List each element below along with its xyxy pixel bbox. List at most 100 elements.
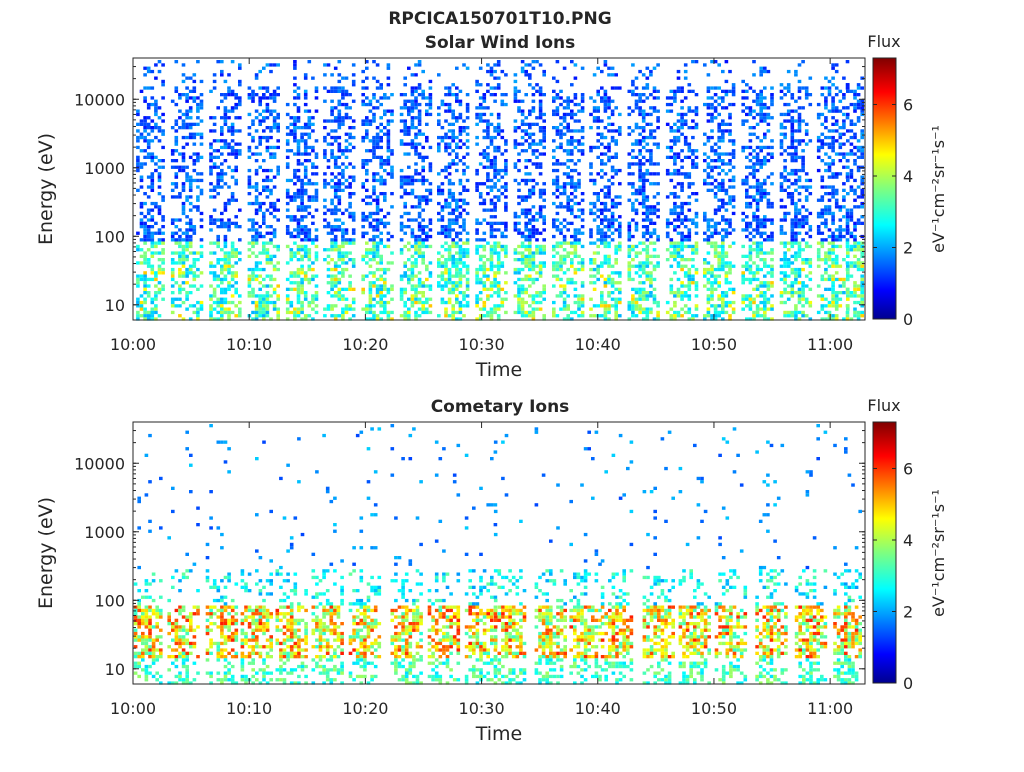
spectrogram-cell: [293, 175, 297, 179]
spectrogram-cell: [181, 79, 186, 84]
spectrogram-cell: [421, 284, 425, 288]
spectrogram-cell: [181, 168, 186, 173]
spectrogram-cell: [496, 244, 501, 249]
spectrogram-cell: [234, 274, 238, 278]
spectrogram-cell: [262, 218, 266, 222]
spectrogram-cell: [717, 129, 721, 133]
spectrogram-cell: [493, 99, 497, 103]
spectrogram-cell: [752, 300, 756, 305]
spectrogram-cell: [178, 168, 182, 173]
spectrogram-cell: [531, 310, 536, 315]
spectrogram-cell: [265, 145, 270, 150]
spectrogram-cell: [592, 287, 597, 291]
spectrogram-cell: [269, 188, 273, 192]
spectrogram-cell: [220, 248, 224, 252]
spectrogram-cell: [170, 261, 175, 265]
spectrogram-cell: [482, 248, 487, 252]
spectrogram-cell: [254, 198, 259, 202]
spectrogram-cell: [146, 208, 151, 212]
spectrogram-cell: [161, 198, 165, 202]
spectrogram-cell: [209, 172, 213, 176]
spectrogram-cell: [455, 168, 459, 173]
spectrogram-cell: [209, 155, 213, 159]
spectrogram-cell: [589, 112, 593, 117]
spectrogram-cell: [614, 261, 618, 265]
spectrogram-cell: [706, 234, 711, 239]
spectrogram-cell: [614, 152, 618, 156]
spectrogram-cell: [251, 122, 255, 126]
spectrogram-cell: [555, 251, 560, 255]
spectrogram-cell: [303, 122, 308, 126]
spectrogram-cell: [293, 254, 297, 258]
spectrogram-cell: [520, 109, 525, 113]
spectrogram-cell: [333, 304, 338, 308]
spectrogram-cell: [706, 139, 711, 143]
spectrogram-cell: [589, 96, 593, 100]
spectrogram-cell: [652, 86, 657, 90]
spectrogram-cell: [455, 267, 459, 272]
spectrogram-cell: [139, 89, 144, 93]
spectrogram-cell: [136, 188, 140, 192]
spectrogram-cell: [386, 142, 391, 146]
spectrogram-cell: [552, 89, 556, 93]
spectrogram-cell: [759, 99, 763, 103]
spectrogram-cell: [196, 102, 200, 107]
spectrogram-cell: [465, 241, 470, 245]
spectrogram-cell: [589, 211, 593, 216]
spectrogram-cell: [314, 182, 319, 186]
spectrogram-cell: [440, 218, 445, 222]
spectrogram-cell: [383, 198, 387, 202]
spectrogram-cell: [741, 182, 745, 186]
spectrogram-cell: [614, 300, 618, 305]
spectrogram-cell: [680, 244, 684, 249]
spectrogram-cell: [673, 218, 677, 222]
spectrogram-cell: [694, 284, 699, 288]
spectrogram-cell: [440, 300, 445, 305]
spectrogram-cell: [216, 277, 220, 282]
spectrogram-cell: [139, 119, 144, 123]
spectrogram-cell: [500, 234, 505, 239]
spectrogram-cell: [752, 168, 756, 173]
spectrogram-cell: [458, 129, 463, 133]
spectrogram-cell: [143, 96, 147, 100]
spectrogram-cell: [368, 215, 373, 219]
spectrogram-cell: [192, 152, 197, 156]
spectrogram-cell: [528, 228, 532, 232]
spectrogram-cell: [645, 317, 650, 321]
spectrogram-cell: [372, 178, 376, 183]
spectrogram-cell: [333, 129, 338, 133]
spectrogram-cell: [227, 254, 231, 258]
spectrogram-cell: [745, 261, 749, 265]
spectrogram-cell: [614, 258, 618, 262]
spectrogram-cell: [300, 238, 304, 242]
spectrogram-cell: [645, 238, 650, 242]
spectrogram-cell: [465, 165, 470, 169]
spectrogram-cell: [444, 310, 448, 315]
spectrogram-cell: [344, 231, 349, 235]
spectrogram-cell: [311, 261, 315, 265]
spectrogram-cell: [673, 225, 677, 229]
spectrogram-cell: [447, 106, 452, 110]
spectrogram-cell: [161, 225, 165, 229]
spectrogram-cell: [496, 264, 501, 268]
spectrogram-cell: [170, 149, 175, 153]
spectrogram-cell: [272, 291, 277, 295]
spectrogram-cell: [706, 277, 711, 282]
spectrogram-cell: [618, 291, 622, 295]
spectrogram-cell: [150, 231, 155, 235]
spectrogram-cell: [649, 172, 653, 176]
spectrogram-cell: [694, 244, 699, 249]
spectrogram-cell: [410, 86, 415, 90]
spectrogram-cell: [437, 314, 441, 318]
spectrogram-cell: [307, 234, 312, 239]
spectrogram-cell: [254, 221, 259, 225]
spectrogram-cell: [538, 251, 543, 255]
spectrogram-cell: [486, 172, 490, 176]
spectrogram-cell: [652, 294, 657, 298]
spectrogram-cell: [262, 294, 266, 298]
spectrogram-cell: [289, 254, 294, 258]
spectrogram-cell: [493, 93, 497, 97]
spectrogram-cell: [596, 132, 600, 136]
spectrogram-cell: [683, 76, 688, 80]
spectrogram-cell: [414, 218, 418, 222]
